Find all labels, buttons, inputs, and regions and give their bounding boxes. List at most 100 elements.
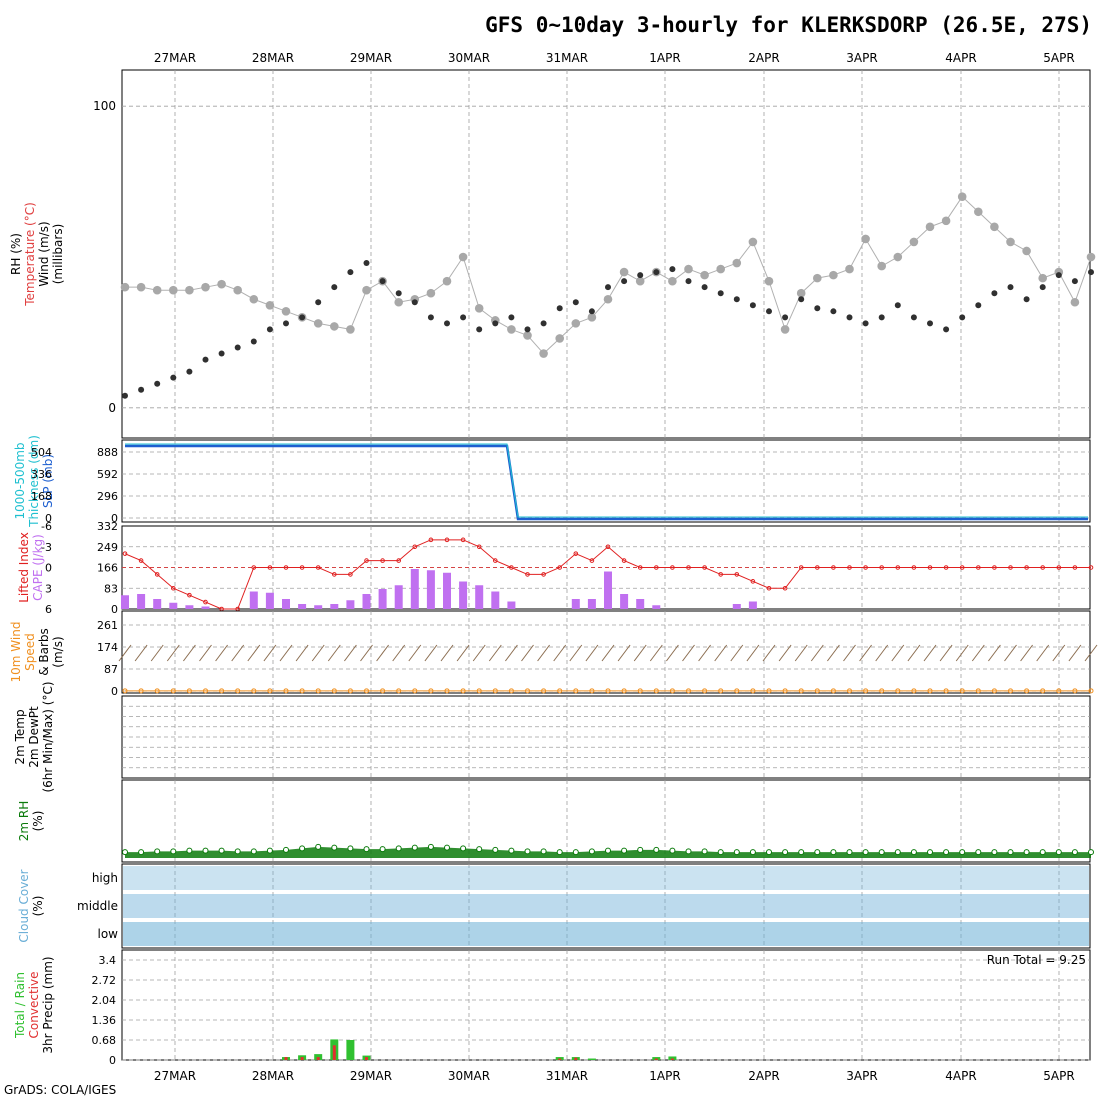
precip-convective-bar [558,1058,562,1060]
temperature-point [218,350,225,357]
rh-2m-point [927,849,933,856]
lifted-index-tick-label: 0 [45,562,52,575]
cape-bar [491,591,500,609]
temperature-point [250,338,257,345]
lifted-index-point [348,572,353,577]
wind-speed-point [170,688,176,694]
panels: RH (%) Temperature (°C) Wind (m/s) (milliba… [9,69,1098,1067]
wind-speed-point [428,688,434,694]
wind-barb [1004,644,1017,662]
lifted-index-point [171,585,176,591]
rh-2m-point [1039,849,1046,856]
lifted-index-point [621,558,627,563]
temperature-point [476,326,483,333]
temperature-point [766,308,772,315]
precip-tick-label: 3.4 [99,954,117,967]
rh-point [668,276,677,286]
panel-wind-10m: 10m Wind Speed & Barbs (m/s) 261 174 87 0 [9,610,1098,698]
cape-bar [121,595,129,609]
wind-barb [408,644,422,662]
wind-speed-point [734,688,740,694]
rh-point [1038,273,1047,283]
cape-tick-label: 0 [111,603,118,616]
wind-speed-point [766,688,772,694]
wind-barb [440,644,454,662]
temperature-point [943,326,950,333]
temperature-point [234,344,241,351]
wind-speed-point [669,688,675,694]
rh-point [217,279,226,289]
lifted-index-point [154,572,160,577]
date-label-top: 3APR [846,51,877,65]
wind-speed-point [299,688,305,694]
axis-label: Lifted Index [17,532,31,603]
date-label-bottom: 28MAR [252,1069,294,1083]
wind-speed-point [814,688,820,694]
wind-barb [569,644,583,662]
precip-convective-bar [670,1058,674,1060]
cape-bar [265,592,274,609]
precip-convective-bar [300,1057,304,1060]
axis-label: & Barbs [37,628,51,676]
rh-2m-point [234,848,241,855]
rh-2m-point [347,845,354,852]
panel-frame [121,69,1091,439]
axis-label: CAPE (J/kg) [31,534,45,601]
cape-bar [459,581,468,609]
temperature-point [572,299,579,306]
lifted-index-point [541,572,546,577]
temperature-point [653,269,660,276]
panel-cloud-cover: Cloud Cover (%) high middle low [17,863,1091,949]
temperature-point [540,320,547,327]
lifted-index-point [992,565,997,570]
rh-point [893,252,903,262]
lifted-index-point [267,565,273,570]
cape-bar [169,602,178,609]
rh-point [426,288,436,298]
rh-point [233,285,242,295]
wind-speed-point [380,688,386,694]
date-label-top: 1APR [649,51,680,65]
date-label-bottom: 4APR [945,1069,976,1083]
rh-point [185,285,194,295]
axis-label: Total / Rain [13,972,27,1039]
lifted-index-point [670,565,675,570]
temperature-point [814,305,821,312]
rh-2m-point [894,849,901,856]
lifted-index-point [428,537,434,543]
rh-2m-point [766,849,772,856]
wind-speed-point [895,688,901,694]
rh-2m-point [266,847,273,854]
rh-2m-point [669,847,676,854]
wind-barb [311,644,325,662]
rh-point [523,331,532,340]
rh-2m-point [1007,849,1014,856]
wind-barb [666,644,679,662]
date-label-bottom: 3APR [846,1069,877,1083]
wind-tick-label: 87 [104,663,118,676]
temperature-point [846,314,853,321]
rh-2m-point [846,849,853,856]
rh-2m-point [637,846,644,853]
lifted-index-point [927,565,933,570]
temperature-point [1055,272,1062,279]
rh-point [507,325,516,334]
rh-2m-point [830,849,837,856]
axis-label: 2m DewPt [27,706,41,768]
wind-barb [150,644,164,662]
temperature-point [460,314,467,321]
cape-bar [330,604,339,609]
lifted-index-point [557,565,563,570]
cape-bar [507,601,516,609]
axis-label: Speed [23,633,37,671]
rh-2m-point [154,848,161,855]
rh-point [845,264,854,274]
lifted-index-point [847,565,852,570]
rh-point [1006,237,1015,247]
wind-speed-point [847,688,852,694]
date-label-top: 28MAR [252,51,294,65]
temperature-point [605,284,611,291]
rh-2m-point [363,846,370,853]
temperature-point [379,278,386,285]
wind-barb [504,644,518,662]
